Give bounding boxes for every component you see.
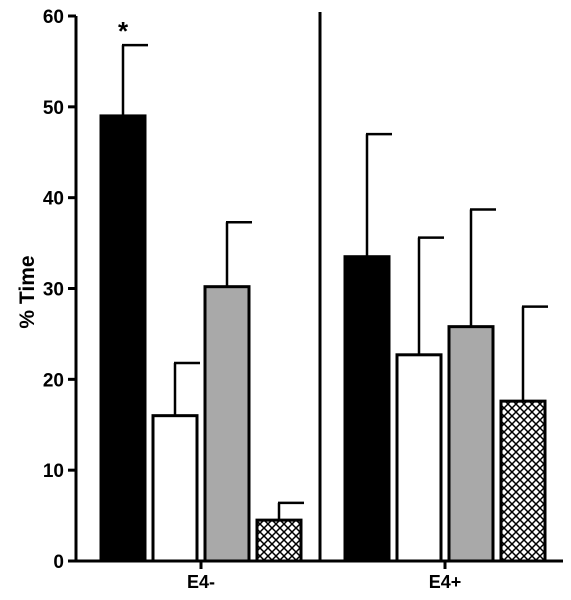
y-tick-label: 50 — [43, 98, 64, 119]
bar-white — [395, 353, 443, 563]
bar-black — [343, 255, 391, 563]
y-tick-label: 30 — [43, 280, 64, 301]
x-tick-label: E4- — [187, 572, 215, 592]
bar-gray — [447, 325, 495, 563]
y-axis-label: % Time — [16, 255, 39, 328]
y-tick-label: 10 — [43, 461, 64, 482]
significance-asterisk: * — [118, 16, 129, 46]
y-tick-label: 40 — [43, 189, 64, 210]
bar-black — [99, 114, 147, 563]
bar-white — [151, 414, 199, 563]
x-tick-label: E4+ — [429, 572, 462, 592]
bar-crosshatch — [499, 399, 547, 563]
plot-area: * 0 10 20 30 40 50 60 E4- E4+ — [43, 7, 563, 592]
y-tick-label: 60 — [43, 7, 64, 28]
chart-marks: * — [99, 12, 548, 563]
y-axis-ticks: 0 10 20 30 40 50 60 — [43, 7, 76, 573]
y-tick-label: 0 — [53, 552, 64, 573]
y-tick-label: 20 — [43, 370, 64, 391]
x-axis-ticks: E4- E4+ — [187, 561, 461, 592]
bar-crosshatch — [255, 518, 303, 563]
bar-gray — [203, 285, 251, 563]
